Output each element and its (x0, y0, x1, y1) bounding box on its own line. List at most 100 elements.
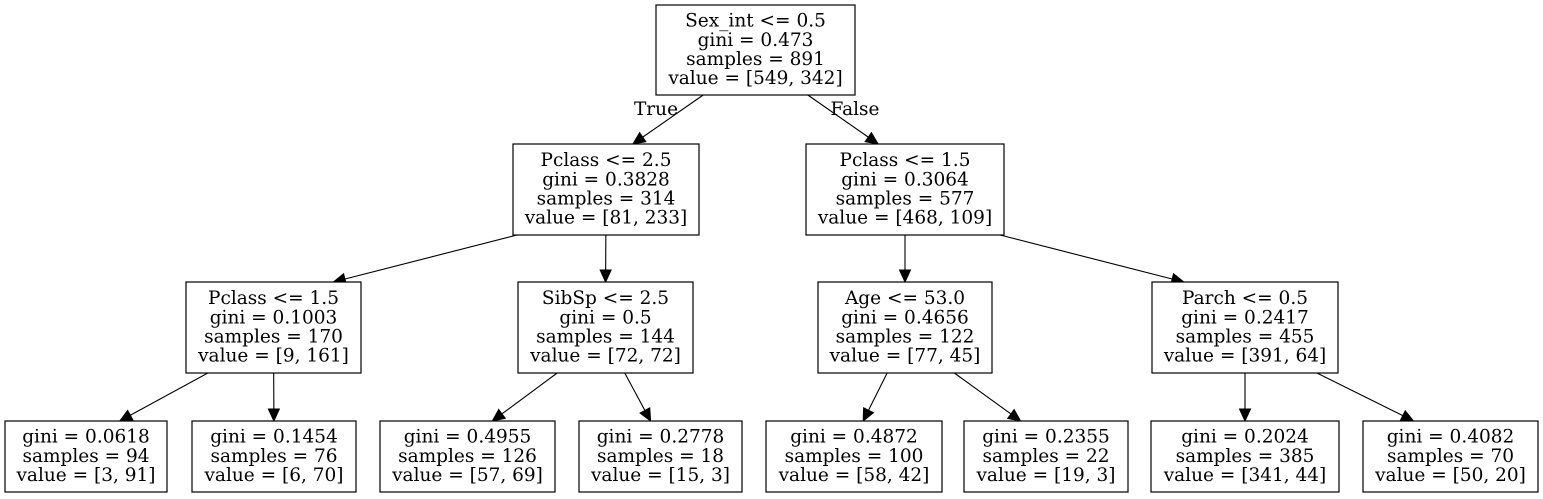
edge-line-n5-n11 (868, 372, 888, 411)
edge-arrowhead-n0-n2 (864, 131, 880, 145)
node-line: gini = 0.3828 (542, 169, 670, 190)
node-line: Pclass <= 1.5 (840, 150, 971, 171)
edge-arrowhead-n5-n11 (862, 407, 875, 423)
node-box (191, 420, 357, 493)
node-line: gini = 0.4082 (1387, 427, 1515, 448)
edge-arrowhead-n6-n14 (1399, 409, 1415, 422)
node-line: gini = 0.4872 (790, 427, 918, 448)
edge-arrowhead-n6-n13 (1238, 408, 1252, 423)
node-line: gini = 0.2417 (1181, 307, 1309, 328)
node-line: samples = 22 (982, 446, 1109, 467)
node-line: gini = 0.1003 (210, 307, 338, 328)
node-line: gini = 0.2024 (1181, 427, 1309, 448)
node-box (517, 281, 694, 374)
node-line: value = [81, 233] (524, 208, 688, 229)
edge-line-n6-n14 (1316, 372, 1404, 417)
edge-arrowhead-n3-n8 (267, 408, 281, 423)
node-box (655, 4, 856, 96)
edge-arrowhead-n4-n9 (491, 408, 507, 422)
node-line: value = [3, 91] (15, 465, 155, 486)
node-line: gini = 0.5 (559, 307, 651, 328)
node-line: samples = 94 (22, 446, 149, 467)
node-line: value = [15, 3] (590, 465, 730, 486)
node-line: Age <= 53.0 (844, 288, 965, 309)
node-line: gini = 0.2355 (982, 427, 1110, 448)
edge-line-n2-n6 (999, 234, 1173, 280)
edge-line-n3-n7 (130, 372, 209, 416)
node-line: samples = 76 (210, 446, 337, 467)
node-line: samples = 170 (204, 326, 343, 347)
edge-arrowhead-n2-n5 (898, 269, 912, 284)
node-line: value = [58, 42] (778, 465, 930, 486)
node-line: samples = 314 (537, 188, 676, 209)
node-box (1150, 420, 1340, 493)
node-line: gini = 0.2778 (597, 427, 725, 448)
node-line: samples = 385 (1176, 446, 1315, 467)
node-box (765, 420, 943, 493)
node-line: samples = 70 (1387, 446, 1514, 467)
node-line: Pclass <= 2.5 (541, 150, 672, 171)
node-line: value = [549, 342] (667, 68, 842, 89)
node-line: value = [341, 44] (1163, 465, 1327, 486)
edge-line-n4-n9 (501, 372, 558, 415)
edge-arrowhead-n0-n1 (631, 131, 647, 145)
edge-label-true: True (634, 99, 678, 120)
node-line: value = [50, 20] (1374, 465, 1526, 486)
node-box (578, 420, 743, 493)
node-line: value = [19, 3] (975, 465, 1115, 486)
node-line: gini = 0.1454 (210, 427, 338, 448)
node-line: gini = 0.0618 (22, 427, 150, 448)
node-box (963, 420, 1129, 493)
node-line: value = [57, 69] (391, 465, 543, 486)
node-line: Parch <= 0.5 (1182, 288, 1308, 309)
node-line: Pclass <= 1.5 (208, 288, 339, 309)
node-line: value = [72, 72] (529, 346, 681, 367)
edge-arrowhead-n4-n10 (639, 407, 652, 423)
node-box (817, 281, 993, 374)
edge-arrowhead-n3-n7 (118, 409, 134, 422)
node-line: samples = 100 (785, 446, 924, 467)
node-line: value = [9, 161] (197, 346, 349, 367)
node-line: gini = 0.3064 (841, 169, 969, 190)
node-line: gini = 0.473 (698, 30, 814, 51)
edge-line-n0-n1 (642, 94, 704, 138)
node-line: gini = 0.4656 (841, 307, 969, 328)
node-line: value = [6, 70] (203, 465, 343, 486)
node-line: SibSp <= 2.5 (542, 288, 669, 309)
node-box (379, 420, 556, 493)
edge-labels-layer: True False (634, 99, 880, 120)
node-line: value = [391, 64] (1163, 346, 1327, 367)
node-box (805, 143, 1005, 236)
node-box (512, 143, 700, 236)
node-line: Sex_int <= 0.5 (685, 11, 826, 32)
node-line: samples = 144 (536, 326, 675, 347)
node-box (1151, 281, 1339, 374)
node-line: samples = 18 (597, 446, 724, 467)
node-line: value = [468, 109] (817, 208, 992, 229)
edge-line-n0-n2 (807, 94, 869, 138)
edge-line-n4-n10 (624, 372, 646, 411)
edge-arrowhead-n1-n4 (599, 269, 612, 284)
node-line: samples = 126 (398, 446, 537, 467)
edge-label-false: False (831, 99, 880, 120)
node-line: samples = 891 (686, 49, 825, 70)
edge-line-n5-n12 (954, 372, 1012, 415)
node-box (4, 420, 168, 493)
node-box (185, 281, 362, 374)
edge-line-n1-n3 (344, 234, 518, 280)
